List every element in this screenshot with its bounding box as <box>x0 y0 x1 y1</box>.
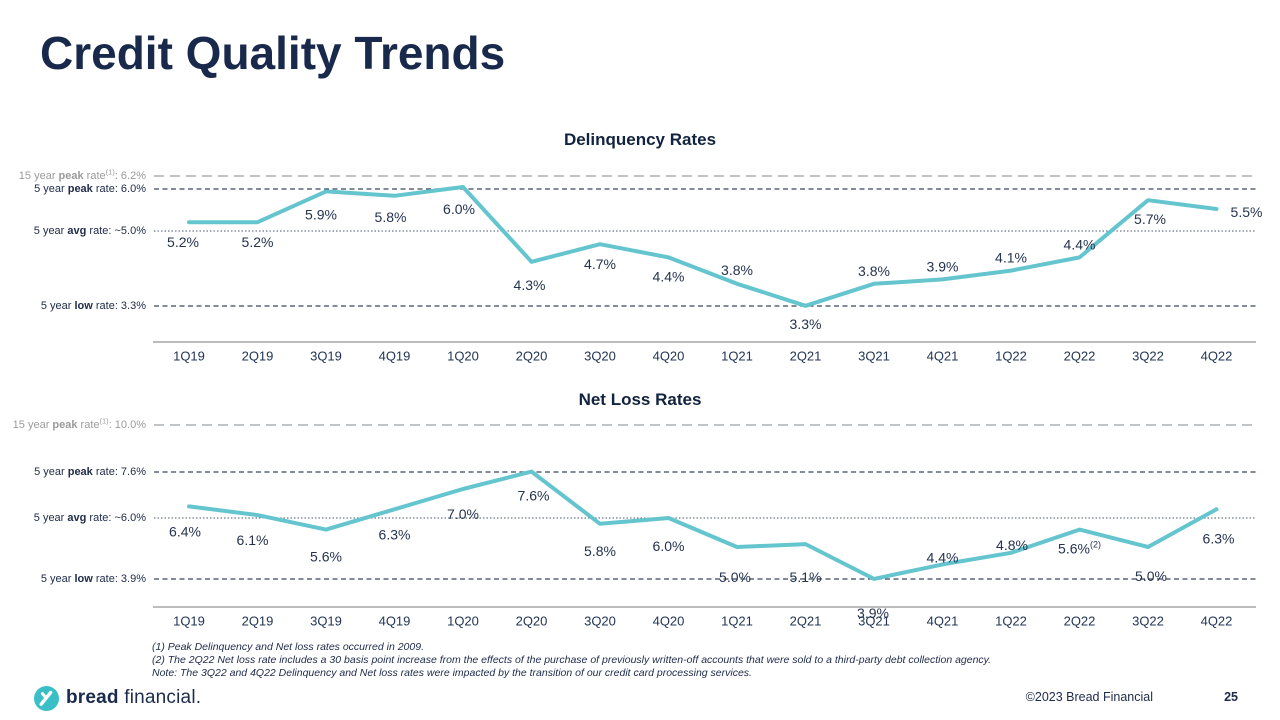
point-label: 4.8% <box>996 537 1028 553</box>
x-tick-label: 3Q21 <box>858 614 890 629</box>
x-tick-label: 2Q20 <box>516 614 548 629</box>
x-tick-label: 1Q20 <box>447 614 479 629</box>
footnote-note: Note: The 3Q22 and 4Q22 Delinquency and … <box>152 667 752 679</box>
x-tick-label: 4Q20 <box>653 349 685 364</box>
x-tick-label: 2Q22 <box>1064 349 1096 364</box>
ref-line-label: 5 year low rate: 3.9% <box>40 573 146 585</box>
ref-line-label: 15 year peak rate(1): 6.2% <box>18 167 146 182</box>
x-tick-label: 1Q21 <box>721 614 753 629</box>
x-tick-label: 3Q20 <box>584 349 616 364</box>
page-number: 25 <box>1224 690 1238 704</box>
x-tick-label: 3Q21 <box>858 349 890 364</box>
point-label: 5.7% <box>1134 211 1166 227</box>
x-tick-label: 1Q20 <box>447 349 479 364</box>
ref-line-label: 5 year peak rate: 6.0% <box>34 183 146 195</box>
ref-line-label: 15 year peak rate(1): 10.0% <box>12 416 146 431</box>
point-label: 4.1% <box>995 250 1027 266</box>
x-tick-label: 3Q22 <box>1132 614 1164 629</box>
point-label: 4.4% <box>1064 236 1096 252</box>
ref-line-label: 5 year avg rate: ~5.0% <box>33 225 146 237</box>
ref-line-label: 5 year avg rate: ~6.0% <box>33 512 146 524</box>
point-label: 5.8% <box>375 209 407 225</box>
point-label: 5.2% <box>167 234 199 250</box>
x-tick-label: 2Q21 <box>790 349 822 364</box>
bread-financial-logo-icon <box>34 686 59 711</box>
point-label: 4.3% <box>514 277 546 293</box>
x-tick-label: 1Q22 <box>995 614 1027 629</box>
point-label: 5.6%(2) <box>1058 540 1101 557</box>
x-tick-label: 2Q19 <box>242 349 274 364</box>
footnote-2: (2) The 2Q22 Net loss rate includes a 30… <box>152 654 992 666</box>
point-label: 6.1% <box>237 532 269 548</box>
x-tick-label: 2Q20 <box>516 349 548 364</box>
footnote-1: (1) Peak Delinquency and Net loss rates … <box>152 641 424 653</box>
trend-line <box>187 469 1219 581</box>
point-label: 5.5% <box>1231 204 1263 220</box>
point-label: 6.3% <box>1203 530 1235 546</box>
footnotes: (1) Peak Delinquency and Net loss rates … <box>152 641 991 680</box>
x-tick-label: 4Q19 <box>379 614 411 629</box>
point-label: 3.8% <box>858 263 890 279</box>
x-tick-label: 3Q22 <box>1132 349 1164 364</box>
point-label: 5.1% <box>790 569 822 585</box>
x-tick-label: 3Q19 <box>310 614 342 629</box>
point-label: 6.3% <box>379 526 411 542</box>
logo-text-bread: bread <box>66 687 119 708</box>
point-label: 5.9% <box>305 206 337 222</box>
x-tick-label: 4Q22 <box>1201 349 1233 364</box>
chart1-title: Delinquency Rates <box>563 130 717 149</box>
chart-net-loss-rates: 6.4% 6.1% 5.6% 6.3% 7.0% 7.6% 5.8% 6.0% 5.0% 5.1%… <box>153 424 1256 629</box>
x-tick-label: 3Q19 <box>310 349 342 364</box>
point-label: 3.9% <box>927 258 959 274</box>
chart2-title: Net Loss Rates <box>578 390 702 409</box>
point-label: 7.0% <box>447 506 479 522</box>
point-label: 3.3% <box>790 316 822 332</box>
x-tick-label: 1Q22 <box>995 349 1027 364</box>
x-tick-label: 2Q19 <box>242 614 274 629</box>
point-label: 4.4% <box>653 268 685 284</box>
x-tick-label: 2Q22 <box>1064 614 1096 629</box>
point-label: 5.6% <box>310 549 342 565</box>
x-tick-label: 2Q21 <box>790 614 822 629</box>
point-label: 3.8% <box>721 262 753 278</box>
x-tick-label: 1Q19 <box>173 349 205 364</box>
point-label: 6.4% <box>169 523 201 539</box>
point-label: 6.0% <box>653 538 685 554</box>
logo-text-financial: financial. <box>124 687 202 708</box>
x-tick-label: 1Q21 <box>721 349 753 364</box>
point-label: 3.9% <box>857 605 889 621</box>
trend-line <box>187 185 1219 308</box>
point-label: 6.0% <box>443 201 475 217</box>
slide-title: Credit Quality Trends <box>40 27 506 79</box>
x-tick-label: 4Q20 <box>653 614 685 629</box>
x-tick-label: 4Q22 <box>1201 614 1233 629</box>
logo-wordmark: bread financial. <box>66 687 201 709</box>
ref-line-label: 5 year low rate: 3.3% <box>40 300 146 312</box>
chart-delinquency-rates: 5.2% 5.2% 5.9% 5.8% 6.0% 4.3% 4.7% 4.4% 3.8% 3.3%… <box>153 175 1263 364</box>
point-label: 5.2% <box>242 234 274 250</box>
x-tick-label: 4Q21 <box>927 614 959 629</box>
copyright-text: ©2023 Bread Financial <box>1025 690 1153 704</box>
point-label: 5.0% <box>1135 568 1167 584</box>
x-tick-label: 4Q21 <box>927 349 959 364</box>
x-tick-label: 4Q19 <box>379 349 411 364</box>
x-tick-label: 3Q20 <box>584 614 616 629</box>
ref-line-label: 5 year peak rate: 7.6% <box>34 466 146 478</box>
point-label: 4.4% <box>927 549 959 565</box>
point-label: 5.0% <box>719 569 751 585</box>
point-label: 5.8% <box>584 543 616 559</box>
point-label: 4.7% <box>584 256 616 272</box>
x-tick-label: 1Q19 <box>173 614 205 629</box>
point-label: 7.6% <box>518 488 550 504</box>
